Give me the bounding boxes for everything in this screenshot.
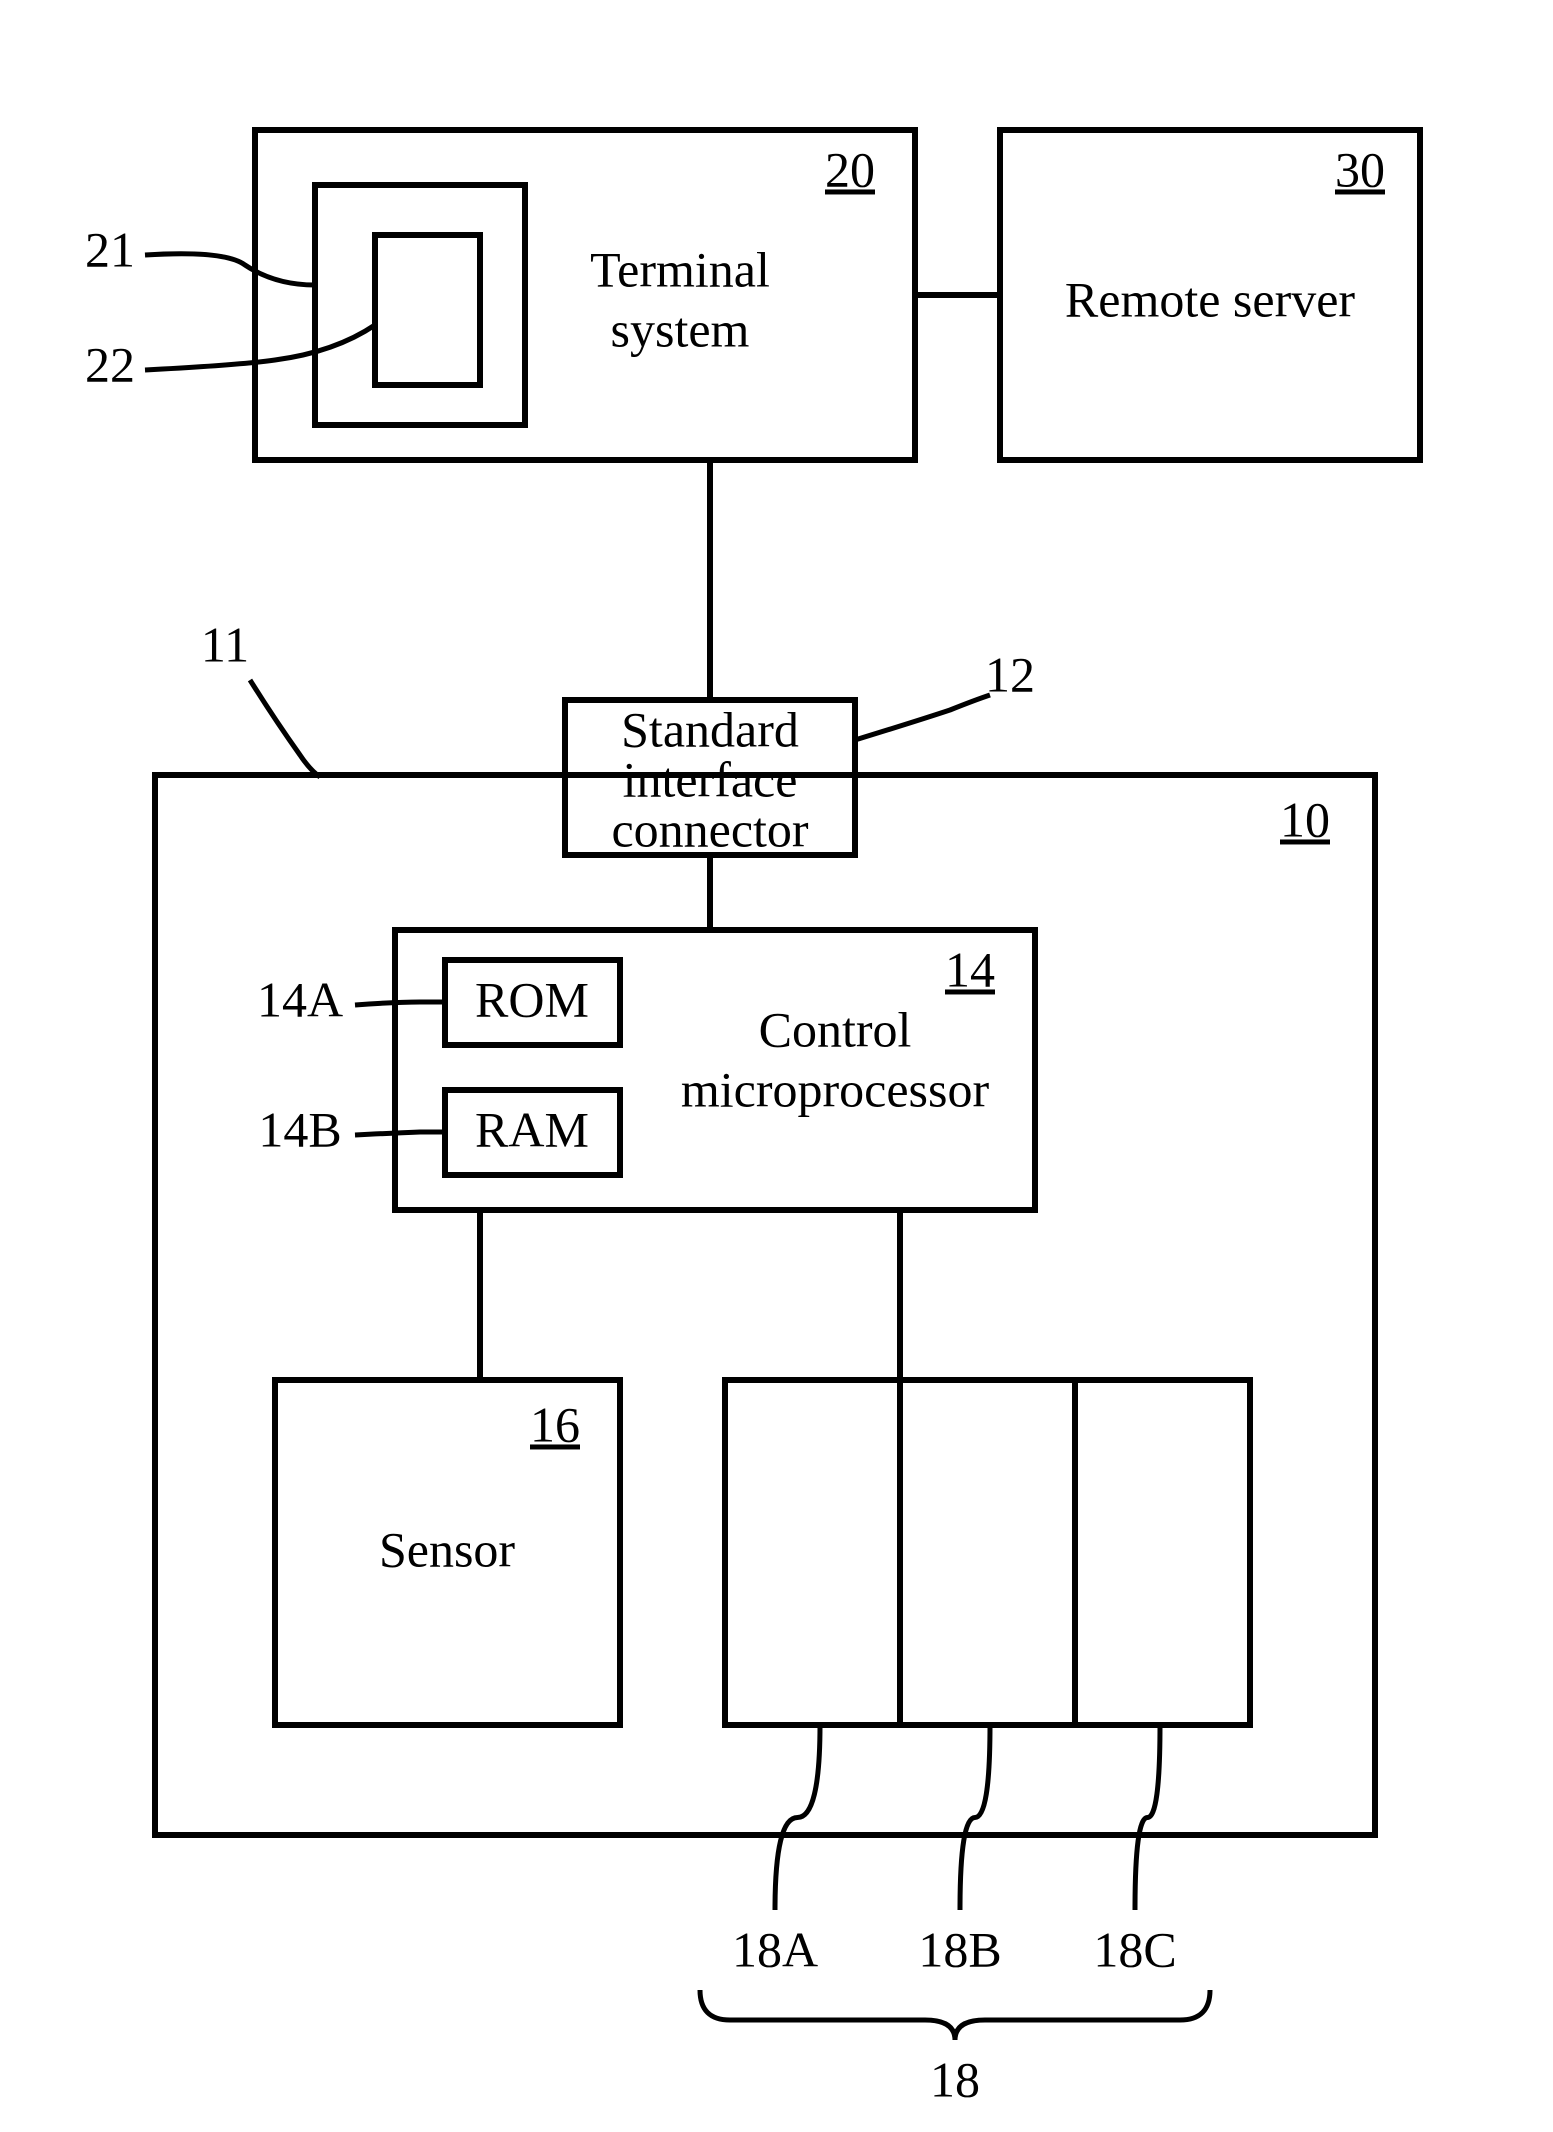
rom-label-0: ROM bbox=[475, 971, 589, 1027]
connector-label-0: Standard bbox=[621, 701, 799, 757]
slot-leader-1 bbox=[960, 1725, 990, 1910]
device-box bbox=[155, 775, 1375, 1835]
terminal-box bbox=[255, 130, 915, 460]
leader-label-2: 11 bbox=[201, 616, 249, 672]
leader-label-1: 22 bbox=[85, 336, 135, 392]
terminal-label-0: Terminal bbox=[590, 241, 770, 297]
leader-label-0: 21 bbox=[85, 221, 135, 277]
leader-4 bbox=[355, 1002, 445, 1005]
connector-label-2: connector bbox=[611, 801, 808, 857]
device-id: 10 bbox=[1280, 791, 1330, 847]
leader-label-3: 12 bbox=[985, 646, 1035, 702]
remote-label-0: Remote server bbox=[1065, 271, 1356, 327]
leader-1 bbox=[145, 325, 375, 370]
micro-id: 14 bbox=[945, 941, 995, 997]
terminal-label-1: system bbox=[611, 301, 750, 357]
micro-label-0: Control bbox=[759, 1001, 912, 1057]
inner1-box bbox=[315, 185, 525, 425]
leader-label-5: 14B bbox=[258, 1101, 341, 1157]
leader-0 bbox=[145, 254, 315, 285]
leader-5 bbox=[355, 1132, 445, 1135]
leader-3 bbox=[855, 695, 990, 740]
leader-label-4: 14A bbox=[257, 971, 343, 1027]
inner2-box bbox=[375, 235, 480, 385]
leader-2 bbox=[250, 680, 320, 777]
slots-box bbox=[725, 1380, 1250, 1725]
brace-label: 18 bbox=[930, 2051, 980, 2107]
slot-label-2: 18C bbox=[1093, 1921, 1176, 1977]
micro-label-1: microprocessor bbox=[681, 1061, 990, 1117]
slot-leader-0 bbox=[775, 1725, 820, 1910]
slot-leader-2 bbox=[1135, 1725, 1160, 1910]
slot-label-1: 18B bbox=[918, 1921, 1001, 1977]
terminal-id: 20 bbox=[825, 141, 875, 197]
connector-label-1: interface bbox=[623, 751, 798, 807]
ram-label-0: RAM bbox=[475, 1101, 589, 1157]
slot-label-0: 18A bbox=[732, 1921, 818, 1977]
brace bbox=[700, 1990, 1210, 2040]
remote-id: 30 bbox=[1335, 141, 1385, 197]
sensor-label-0: Sensor bbox=[379, 1521, 515, 1577]
sensor-id: 16 bbox=[530, 1396, 580, 1452]
